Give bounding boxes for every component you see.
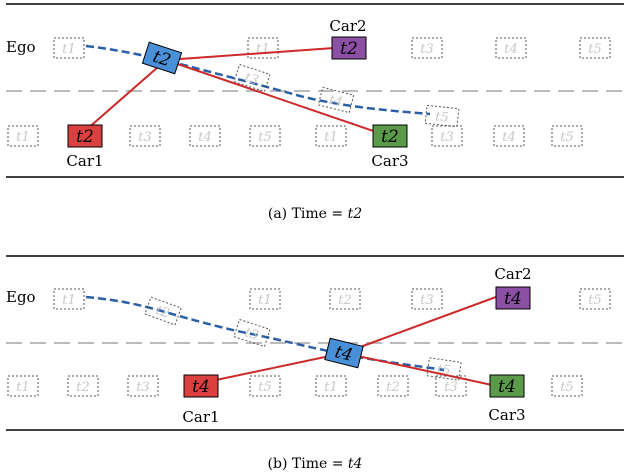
car1-time: t2 [76, 127, 94, 147]
car2-box [495, 286, 531, 310]
svg-text:t3: t3 [440, 130, 454, 145]
car2-time: t4 [504, 289, 522, 309]
car1-time: t4 [192, 377, 210, 397]
svg-text:t5: t5 [560, 380, 574, 395]
svg-text:t3: t3 [420, 293, 434, 308]
link-car2 [343, 296, 497, 354]
svg-text:t3: t3 [138, 130, 152, 145]
svg-text:t4: t4 [198, 130, 212, 145]
car2-label: Car2 [494, 265, 531, 283]
svg-text:t3: t3 [444, 380, 458, 395]
svg-text:t4: t4 [327, 93, 344, 111]
ego-car: t2 [141, 41, 183, 75]
svg-text:t3: t3 [243, 70, 260, 88]
svg-text:t4: t4 [504, 42, 518, 57]
ego-label: Ego [6, 38, 36, 56]
car2-label: Car2 [329, 17, 366, 35]
car3-label: Car3 [488, 406, 525, 424]
interaction-links [85, 47, 389, 137]
panel-b: t1 t1 t2 t3 t5 t1 t2 t3 t5 t1 t2 t3 [6, 255, 624, 472]
link-car2 [165, 47, 335, 61]
svg-text:t1: t1 [324, 380, 338, 395]
svg-text:t3: t3 [136, 380, 150, 395]
ego-label: Ego [6, 288, 36, 306]
car3-time: t2 [381, 127, 399, 147]
svg-text:t5: t5 [588, 42, 602, 57]
svg-text:t5: t5 [258, 130, 272, 145]
car2-time: t2 [340, 39, 358, 59]
svg-text:t1: t1 [62, 293, 76, 308]
interaction-links [215, 296, 497, 386]
caption-b: (b) Time = t4 [268, 456, 363, 472]
svg-text:t5: t5 [560, 130, 574, 145]
car3-box [372, 124, 408, 148]
svg-text:t3: t3 [420, 42, 434, 57]
svg-text:t1: t1 [16, 380, 30, 395]
svg-text:t1: t1 [62, 42, 76, 57]
ghost-path-boxes: t3 t4 t5 [233, 63, 460, 128]
svg-text:t1: t1 [256, 42, 270, 57]
car1-box [67, 124, 103, 148]
link-car1 [215, 352, 345, 381]
svg-text:t5: t5 [434, 109, 449, 125]
svg-text:t1: t1 [324, 130, 338, 145]
svg-text:t5: t5 [588, 293, 602, 308]
ghost-bottom-row: t1 t2 t3 t5 t1 t2 t3 t5 [7, 375, 583, 397]
svg-text:t5: t5 [258, 380, 272, 395]
car3-label: Car3 [371, 152, 408, 170]
caption-a: (a) Time = t2 [268, 206, 362, 222]
car1-label: Car1 [182, 408, 219, 426]
link-car3 [343, 352, 493, 386]
link-car1 [85, 59, 167, 131]
svg-text:t1: t1 [16, 130, 30, 145]
ghost-top-row: t1 t1 t3 t4 t5 [53, 37, 611, 59]
car1-box [183, 374, 219, 398]
svg-text:t2: t2 [154, 303, 172, 322]
car3-box [489, 374, 525, 398]
link-car3 [165, 59, 389, 137]
ghost-bottom-row: t1 t3 t4 t5 t1 t3 t4 t5 [7, 125, 583, 147]
svg-text:t2: t2 [150, 47, 173, 71]
svg-text:t2: t2 [338, 293, 352, 308]
svg-text:t4: t4 [502, 130, 516, 145]
svg-text:t3: t3 [243, 325, 260, 343]
ego-car: t4 [324, 337, 364, 369]
ego-predicted-path [85, 44, 431, 116]
panel-a: t1 t1 t3 t4 t5 t1 t3 t4 t5 t1 t3 t4 [6, 3, 624, 222]
svg-text:t2: t2 [76, 380, 90, 395]
car1-label: Car1 [66, 152, 103, 170]
car2-box [331, 36, 367, 60]
svg-text:t1: t1 [258, 293, 272, 308]
svg-text:t4: t4 [333, 342, 355, 366]
svg-text:t2: t2 [386, 380, 400, 395]
car3-time: t4 [498, 377, 516, 397]
ghost-top-row: t1 t1 t2 t3 t5 [53, 288, 611, 310]
